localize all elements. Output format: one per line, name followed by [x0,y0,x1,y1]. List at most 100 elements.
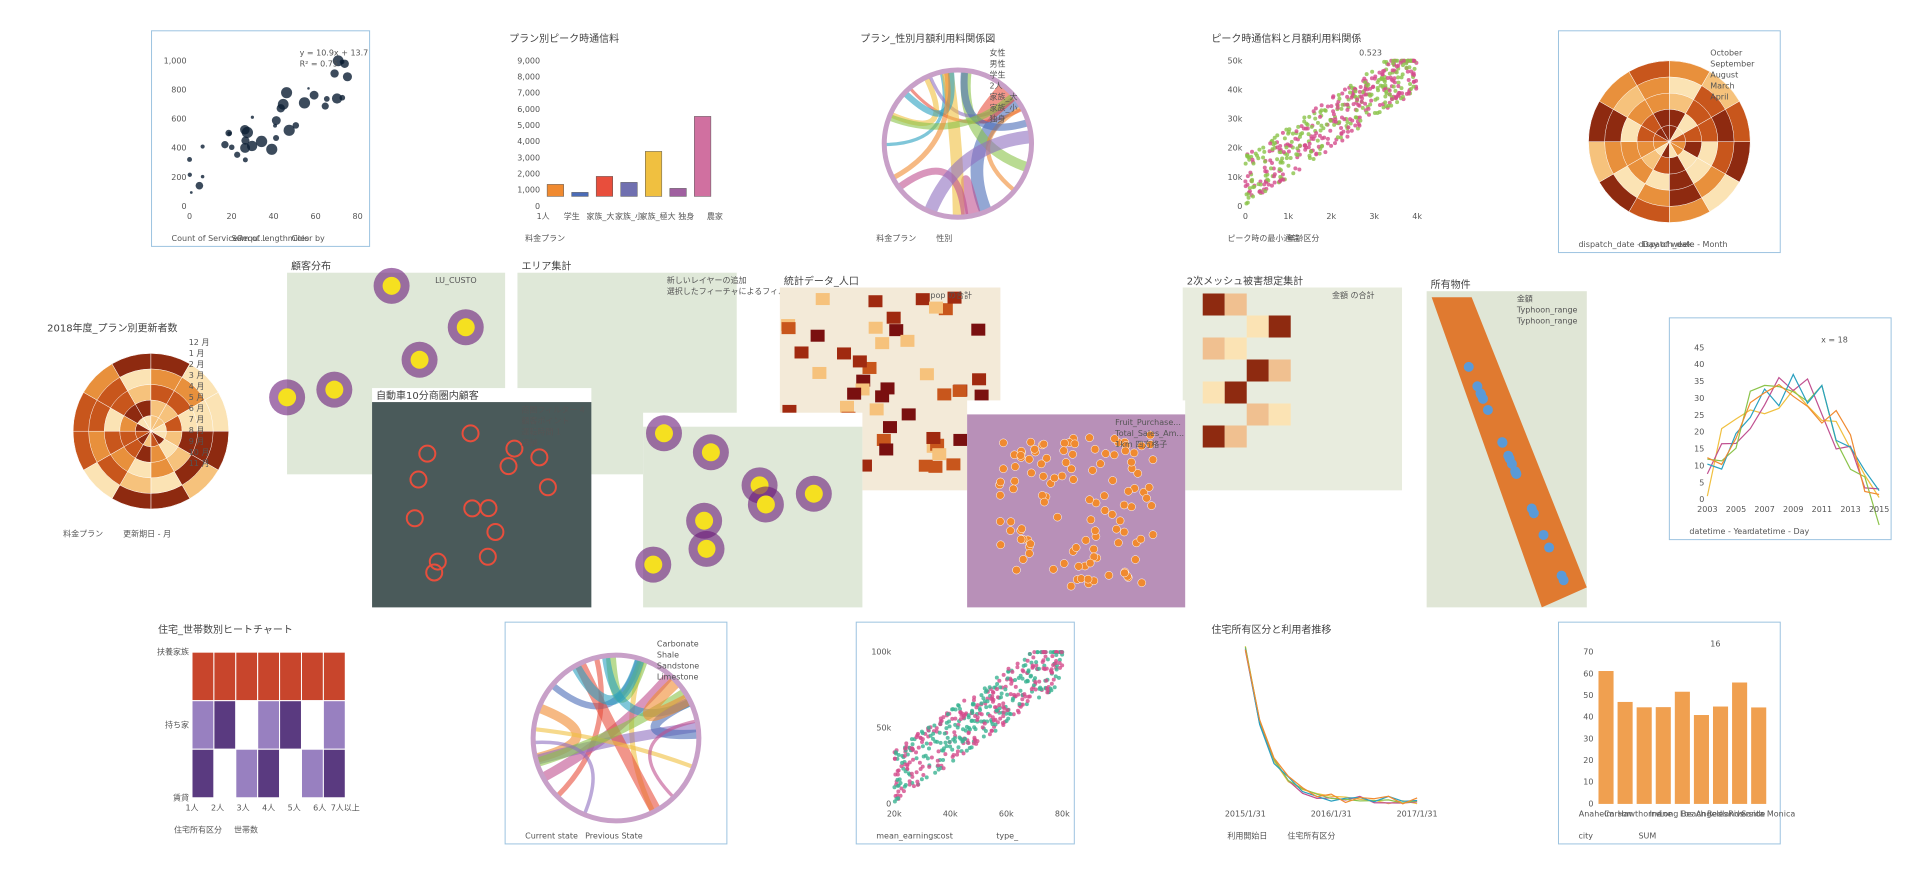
point [1295,152,1300,157]
point [1331,109,1336,114]
point [987,685,992,690]
ytick-label: 6,000 [517,105,540,114]
point [979,719,984,724]
cell [257,748,281,799]
point [1544,542,1555,553]
point [1263,159,1268,164]
point [307,87,310,90]
point [1262,165,1267,170]
cell [213,748,237,799]
point [1384,104,1389,109]
point [998,716,1003,721]
point [895,783,900,788]
point [1408,82,1413,87]
legen-label: R² = 0.75 [300,59,338,68]
point [1243,161,1248,166]
point [271,116,281,125]
cell [279,651,302,702]
point [1383,94,1388,99]
point [1061,458,1071,467]
map-bg [643,426,863,608]
point [1050,654,1055,659]
ytick-label: 30 [1583,734,1593,743]
point [234,151,241,158]
note-label: Color by [292,234,326,243]
ring [478,547,497,566]
point [914,750,919,755]
point [964,748,969,753]
cell [191,700,215,750]
point [1043,654,1048,659]
panel-title: エリア集計 [521,260,571,273]
point [1345,120,1350,125]
point [1351,102,1356,107]
point [980,725,985,730]
point [927,746,932,751]
cell [213,700,237,750]
point [899,764,904,769]
point [990,690,995,695]
point [1329,104,1334,109]
point [1396,93,1401,98]
point [896,796,901,801]
point [241,126,253,139]
ytick-label: 15 [1694,445,1704,454]
legen-label: 家族_小 [990,102,1018,112]
point [1272,135,1277,140]
point [1129,448,1139,458]
point [1090,445,1100,454]
note-label: mean_earnings [876,831,937,840]
point [938,722,943,727]
point [1328,118,1333,123]
heat [278,388,297,407]
xtick-label: Carson [1604,809,1632,818]
panel: Fruit_Purchase... Total_Sales_Am...1km 四方… [967,400,1186,608]
point [1074,562,1083,571]
point [1045,657,1050,662]
point [1053,674,1058,679]
point [1411,71,1416,76]
point [1049,681,1054,686]
xtick-label: 2015/1/31 [1225,809,1266,818]
point [1045,690,1050,695]
point [1404,66,1409,71]
point [991,718,996,723]
point [972,695,977,700]
ytick-label: 扶養家族 [157,647,189,657]
point [1315,120,1320,125]
point [952,730,957,735]
point [1297,134,1302,139]
point [953,722,958,727]
note-label: 年齢区分 [1287,233,1319,243]
chord [902,70,955,117]
point [928,733,933,738]
point [1026,694,1031,699]
panel-title: ピーク時通信料と月額利用料関係 [1211,32,1361,45]
note-label: 更新期日 - 月 [123,529,171,539]
xtick-label: 家族_極大 [640,211,676,221]
point [1015,661,1020,666]
point [1006,669,1011,674]
point [898,781,903,786]
panel-frame [855,621,1075,845]
point [1349,128,1354,133]
point [1049,688,1054,693]
region [868,295,883,308]
legen-label: 2人 [990,81,1003,90]
point [342,72,352,82]
legen-label: 新しいレイヤーの追加 [667,275,747,285]
xtick-label: 学生 [564,211,580,221]
point [1411,84,1416,89]
point [962,698,967,703]
point [1110,434,1119,443]
point [948,744,953,749]
point [938,740,943,745]
point [1364,92,1369,97]
xtick-label: 80 [353,212,363,221]
point [958,717,963,722]
point [971,698,976,703]
xtick-label: 0 [187,212,192,221]
point [1261,155,1266,160]
